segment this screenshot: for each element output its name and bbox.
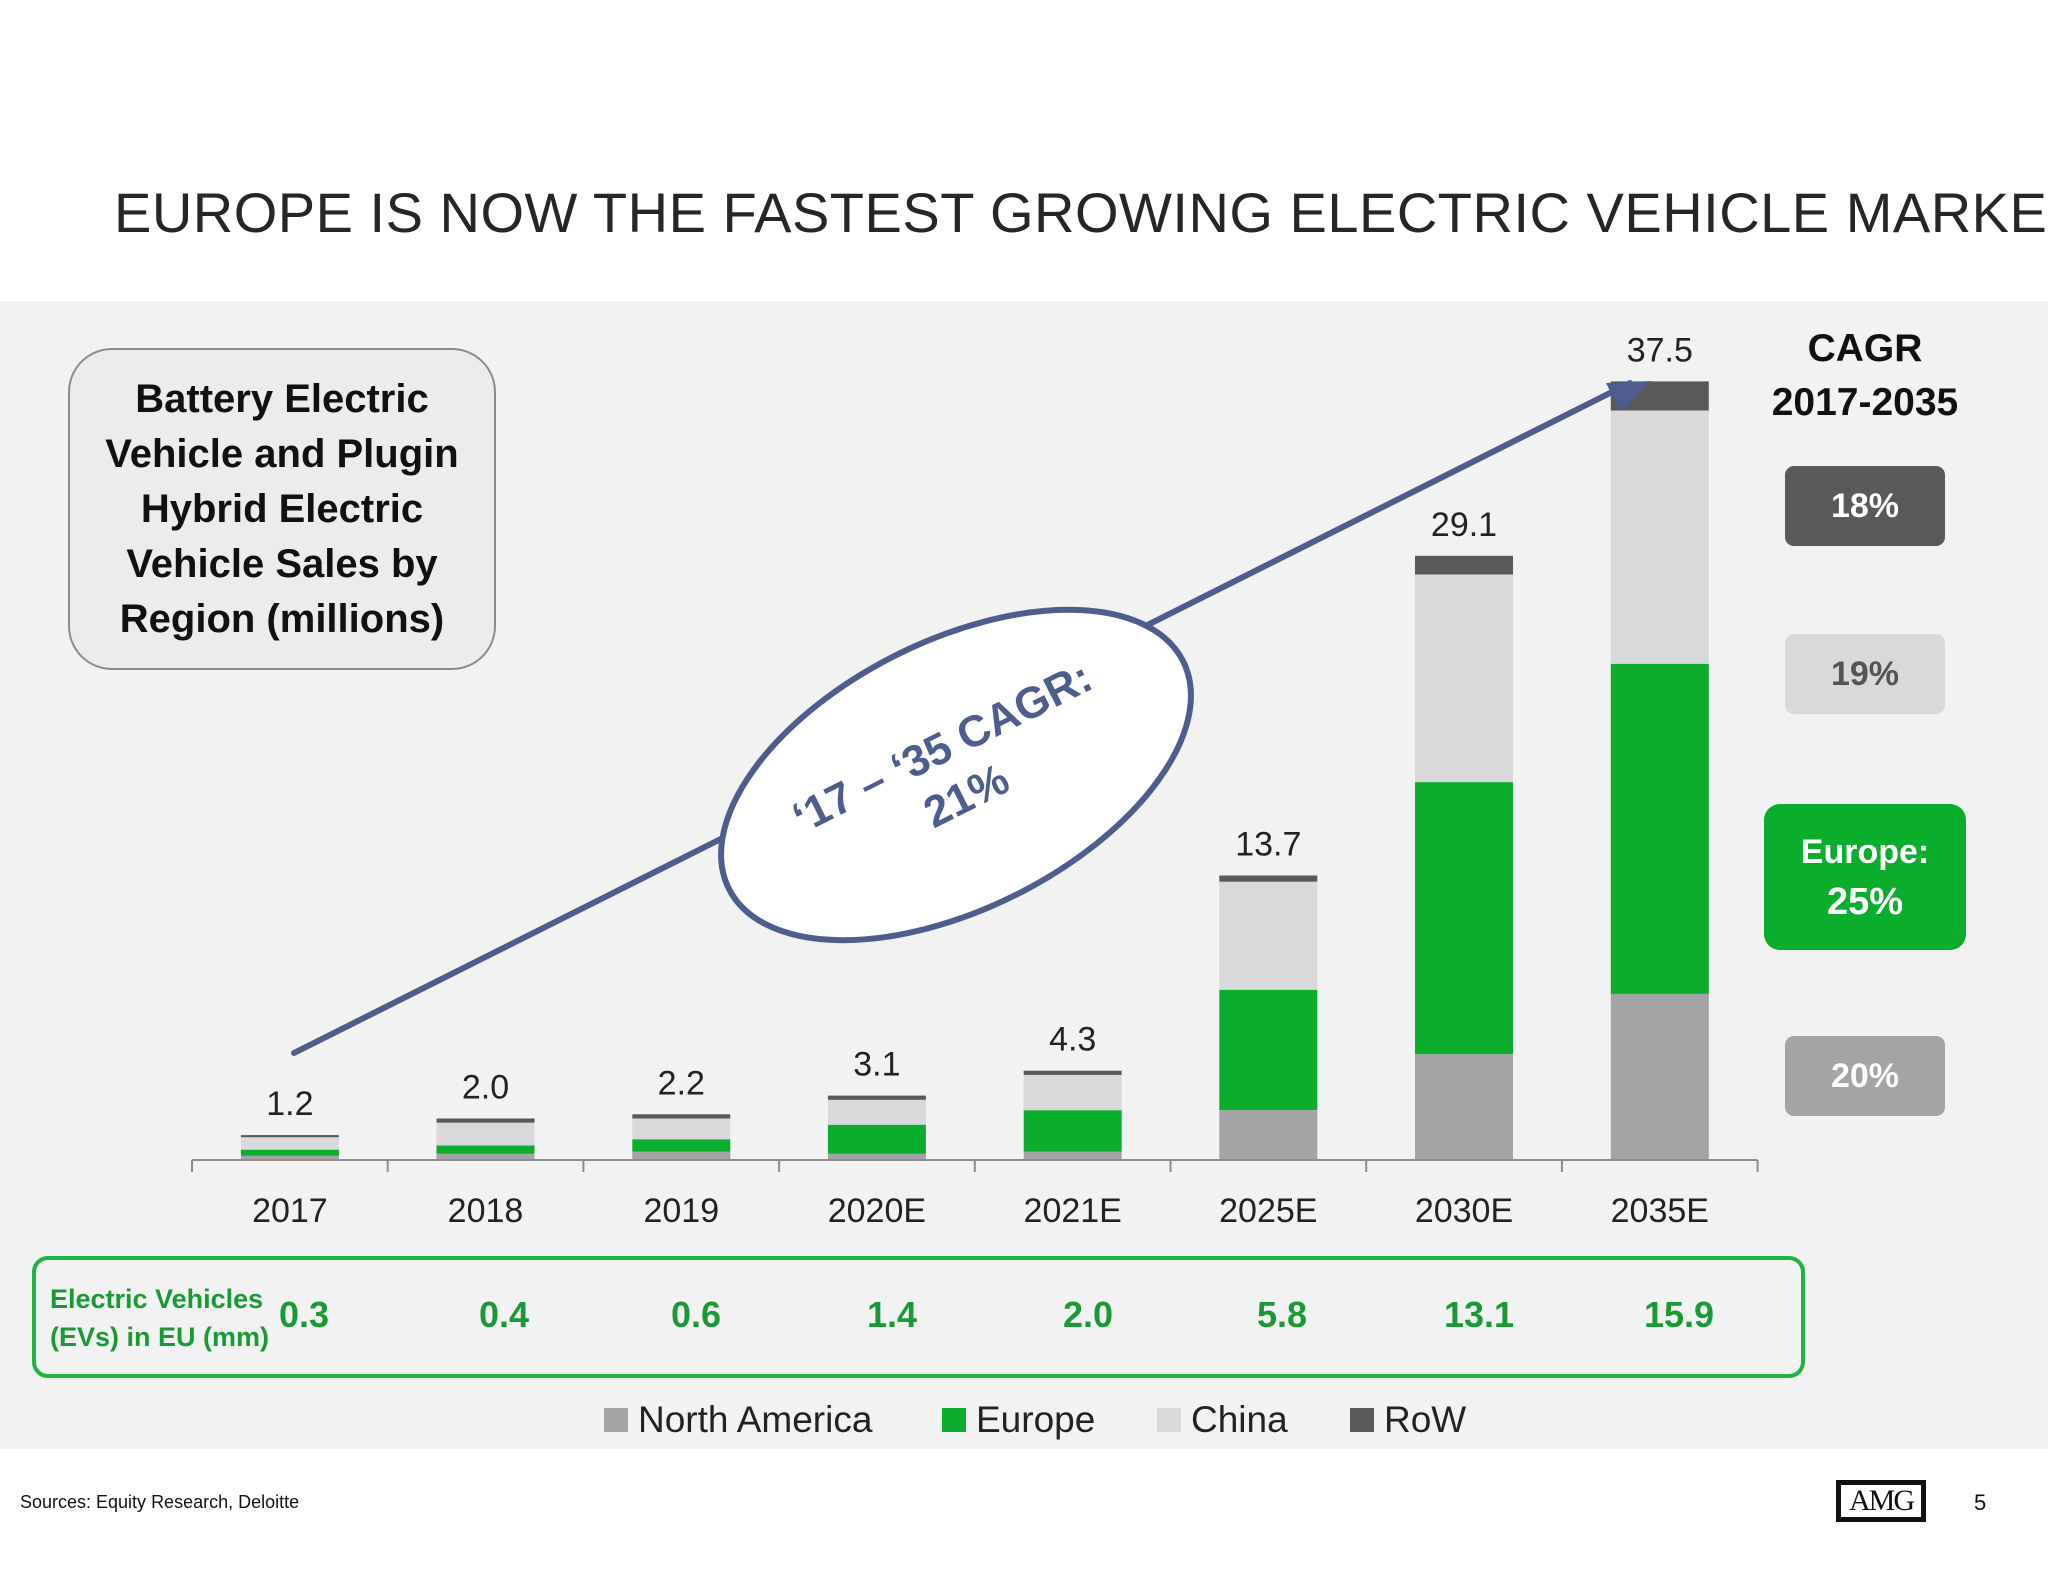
bar-segment-north-america — [436, 1153, 535, 1160]
bar-segment-north-america — [1219, 1110, 1318, 1160]
x-axis: 2017 2018 2019 2020E 2021E 2025E 2030E 2035E — [191, 1159, 1759, 1230]
bar-segment-china — [1219, 881, 1318, 990]
category-label: 2021E — [1024, 1192, 1122, 1230]
bar-segment-europe — [240, 1149, 339, 1156]
bar-segment-row — [827, 1095, 926, 1100]
description-line: Battery Electric — [135, 376, 429, 421]
source-note: Sources: Equity Research, Deloitte — [20, 1492, 300, 1512]
bar-segment-row — [632, 1114, 731, 1119]
ev-value: 15.9 — [1643, 1294, 1715, 1335]
total-label: 29.1 — [1431, 506, 1497, 544]
bar-segment-europe — [827, 1124, 926, 1154]
cagr-badge-text: 19% — [1830, 654, 1900, 693]
cagr-badge-text: 20% — [1830, 1056, 1900, 1095]
total-label: 1.2 — [266, 1085, 313, 1123]
category-label: 2035E — [1611, 1192, 1709, 1230]
cagr-heading: CAGR 2017-2035 — [1740, 322, 1990, 430]
ev-row-label: Electric Vehicles (EVs) in EU (mm) — [50, 1280, 269, 1356]
ev-row-label-line: Electric Vehicles — [50, 1284, 264, 1314]
cagr-badge-text: 18% — [1830, 486, 1900, 525]
bar-segment-north-america — [1415, 1054, 1513, 1160]
legend-swatch — [1350, 1408, 1374, 1432]
bar-segment-north-america — [1610, 993, 1709, 1160]
cagr-badge-europe: Europe: 25% — [1764, 804, 1966, 950]
total-label: 2.2 — [658, 1064, 705, 1102]
ev-value: 2.0 — [1062, 1294, 1114, 1335]
description-line: Vehicle Sales by — [126, 541, 438, 586]
bar-segment-row — [1023, 1070, 1122, 1075]
page-number: 5 — [1974, 1490, 1987, 1515]
cagr-badge-north-america: 20% — [1785, 1036, 1945, 1116]
stacked-bar-chart: 1.2 2.0 2.2 3.1 4.3 13.7 29.1 37.5 2017 2018 2019… — [191, 331, 1759, 1230]
bar-segment-row — [436, 1118, 535, 1123]
cagr-callout-ellipse — [718, 606, 1194, 944]
legend-label: RoW — [1384, 1399, 1467, 1440]
bar-segment-china — [827, 1099, 926, 1125]
legend-china: China — [1157, 1396, 1288, 1444]
category-label: 2025E — [1219, 1192, 1317, 1230]
cagr-badge-text: 25% — [1826, 881, 1904, 923]
bar-segment-europe — [1610, 663, 1709, 994]
description-line: Region (millions) — [119, 596, 445, 641]
total-label: 13.7 — [1235, 826, 1301, 864]
bar-segment-china — [436, 1122, 535, 1146]
bar-segment-china — [1415, 574, 1513, 783]
bar-segment-china — [240, 1137, 339, 1150]
ev-value: 0.4 — [478, 1294, 530, 1335]
ev-value: 0.3 — [278, 1294, 330, 1335]
ev-value: 0.6 — [670, 1294, 722, 1335]
legend-europe: Europe — [942, 1396, 1095, 1444]
bar-segment-row — [1415, 555, 1513, 575]
bar-segment-europe — [436, 1145, 535, 1154]
total-label: 4.3 — [1049, 1021, 1096, 1059]
bar-segment-north-america — [632, 1151, 731, 1160]
ev-value: 1.4 — [866, 1294, 918, 1335]
bar-segment-row — [1219, 875, 1318, 882]
description-line: Vehicle and Plugin — [105, 431, 459, 476]
total-label: 2.0 — [462, 1069, 509, 1107]
bar-segment-china — [1023, 1074, 1122, 1111]
legend-swatch — [604, 1408, 628, 1432]
total-label: 37.5 — [1627, 331, 1693, 369]
bar-segment-north-america — [1023, 1151, 1122, 1160]
cagr-badge-row: 18% — [1785, 466, 1945, 546]
bar-segment-china — [632, 1118, 731, 1140]
ev-value: 5.8 — [1256, 1294, 1308, 1335]
description-line: Hybrid Electric — [140, 486, 424, 531]
category-label: 2018 — [448, 1192, 524, 1230]
category-label: 2017 — [252, 1192, 328, 1230]
bars-layer: 1.2 2.0 2.2 3.1 4.3 13.7 29.1 37.5 — [240, 331, 1709, 1160]
bar-segment-north-america — [240, 1155, 339, 1160]
cagr-heading-line: 2017-2035 — [1771, 381, 1959, 424]
bar-segment-north-america — [827, 1153, 926, 1160]
cagr-badge-china: 19% — [1785, 634, 1945, 714]
trend-arrow-head — [1606, 381, 1652, 411]
ev-value: 13.1 — [1443, 1294, 1515, 1335]
legend-north-america: North America — [604, 1396, 872, 1444]
chart-description-box: Battery Electric Vehicle and Plugin Hybr… — [68, 348, 496, 670]
legend-label: North America — [638, 1399, 873, 1440]
bar-segment-row — [240, 1135, 339, 1138]
amg-logo: AMG — [1836, 1480, 1926, 1522]
legend-swatch — [942, 1408, 966, 1432]
ev-row-label-line: (EVs) in EU (mm) — [50, 1322, 270, 1352]
category-label: 2030E — [1415, 1192, 1513, 1230]
legend-label: Europe — [976, 1399, 1096, 1440]
bar-segment-europe — [1219, 989, 1318, 1111]
category-label: 2019 — [643, 1192, 719, 1230]
cagr-badge-text: Europe: — [1800, 833, 1930, 871]
bar-segment-europe — [1023, 1110, 1122, 1152]
legend-swatch — [1157, 1408, 1181, 1432]
legend-row: RoW — [1350, 1396, 1466, 1444]
total-label: 3.1 — [853, 1046, 900, 1084]
bar-segment-china — [1610, 410, 1709, 664]
cagr-heading-line: CAGR — [1807, 327, 1923, 370]
logo-text: AMG — [1841, 1484, 1921, 1517]
bar-segment-europe — [632, 1139, 731, 1152]
ev-eu-row: Electric Vehicles (EVs) in EU (mm) 0.3 0… — [32, 1256, 1805, 1378]
legend-label: China — [1191, 1399, 1288, 1440]
bar-segment-europe — [1415, 782, 1513, 1055]
slide-title: EUROPE IS NOW THE FASTEST GROWING ELECTR… — [114, 181, 2048, 244]
category-label: 2020E — [828, 1192, 926, 1230]
